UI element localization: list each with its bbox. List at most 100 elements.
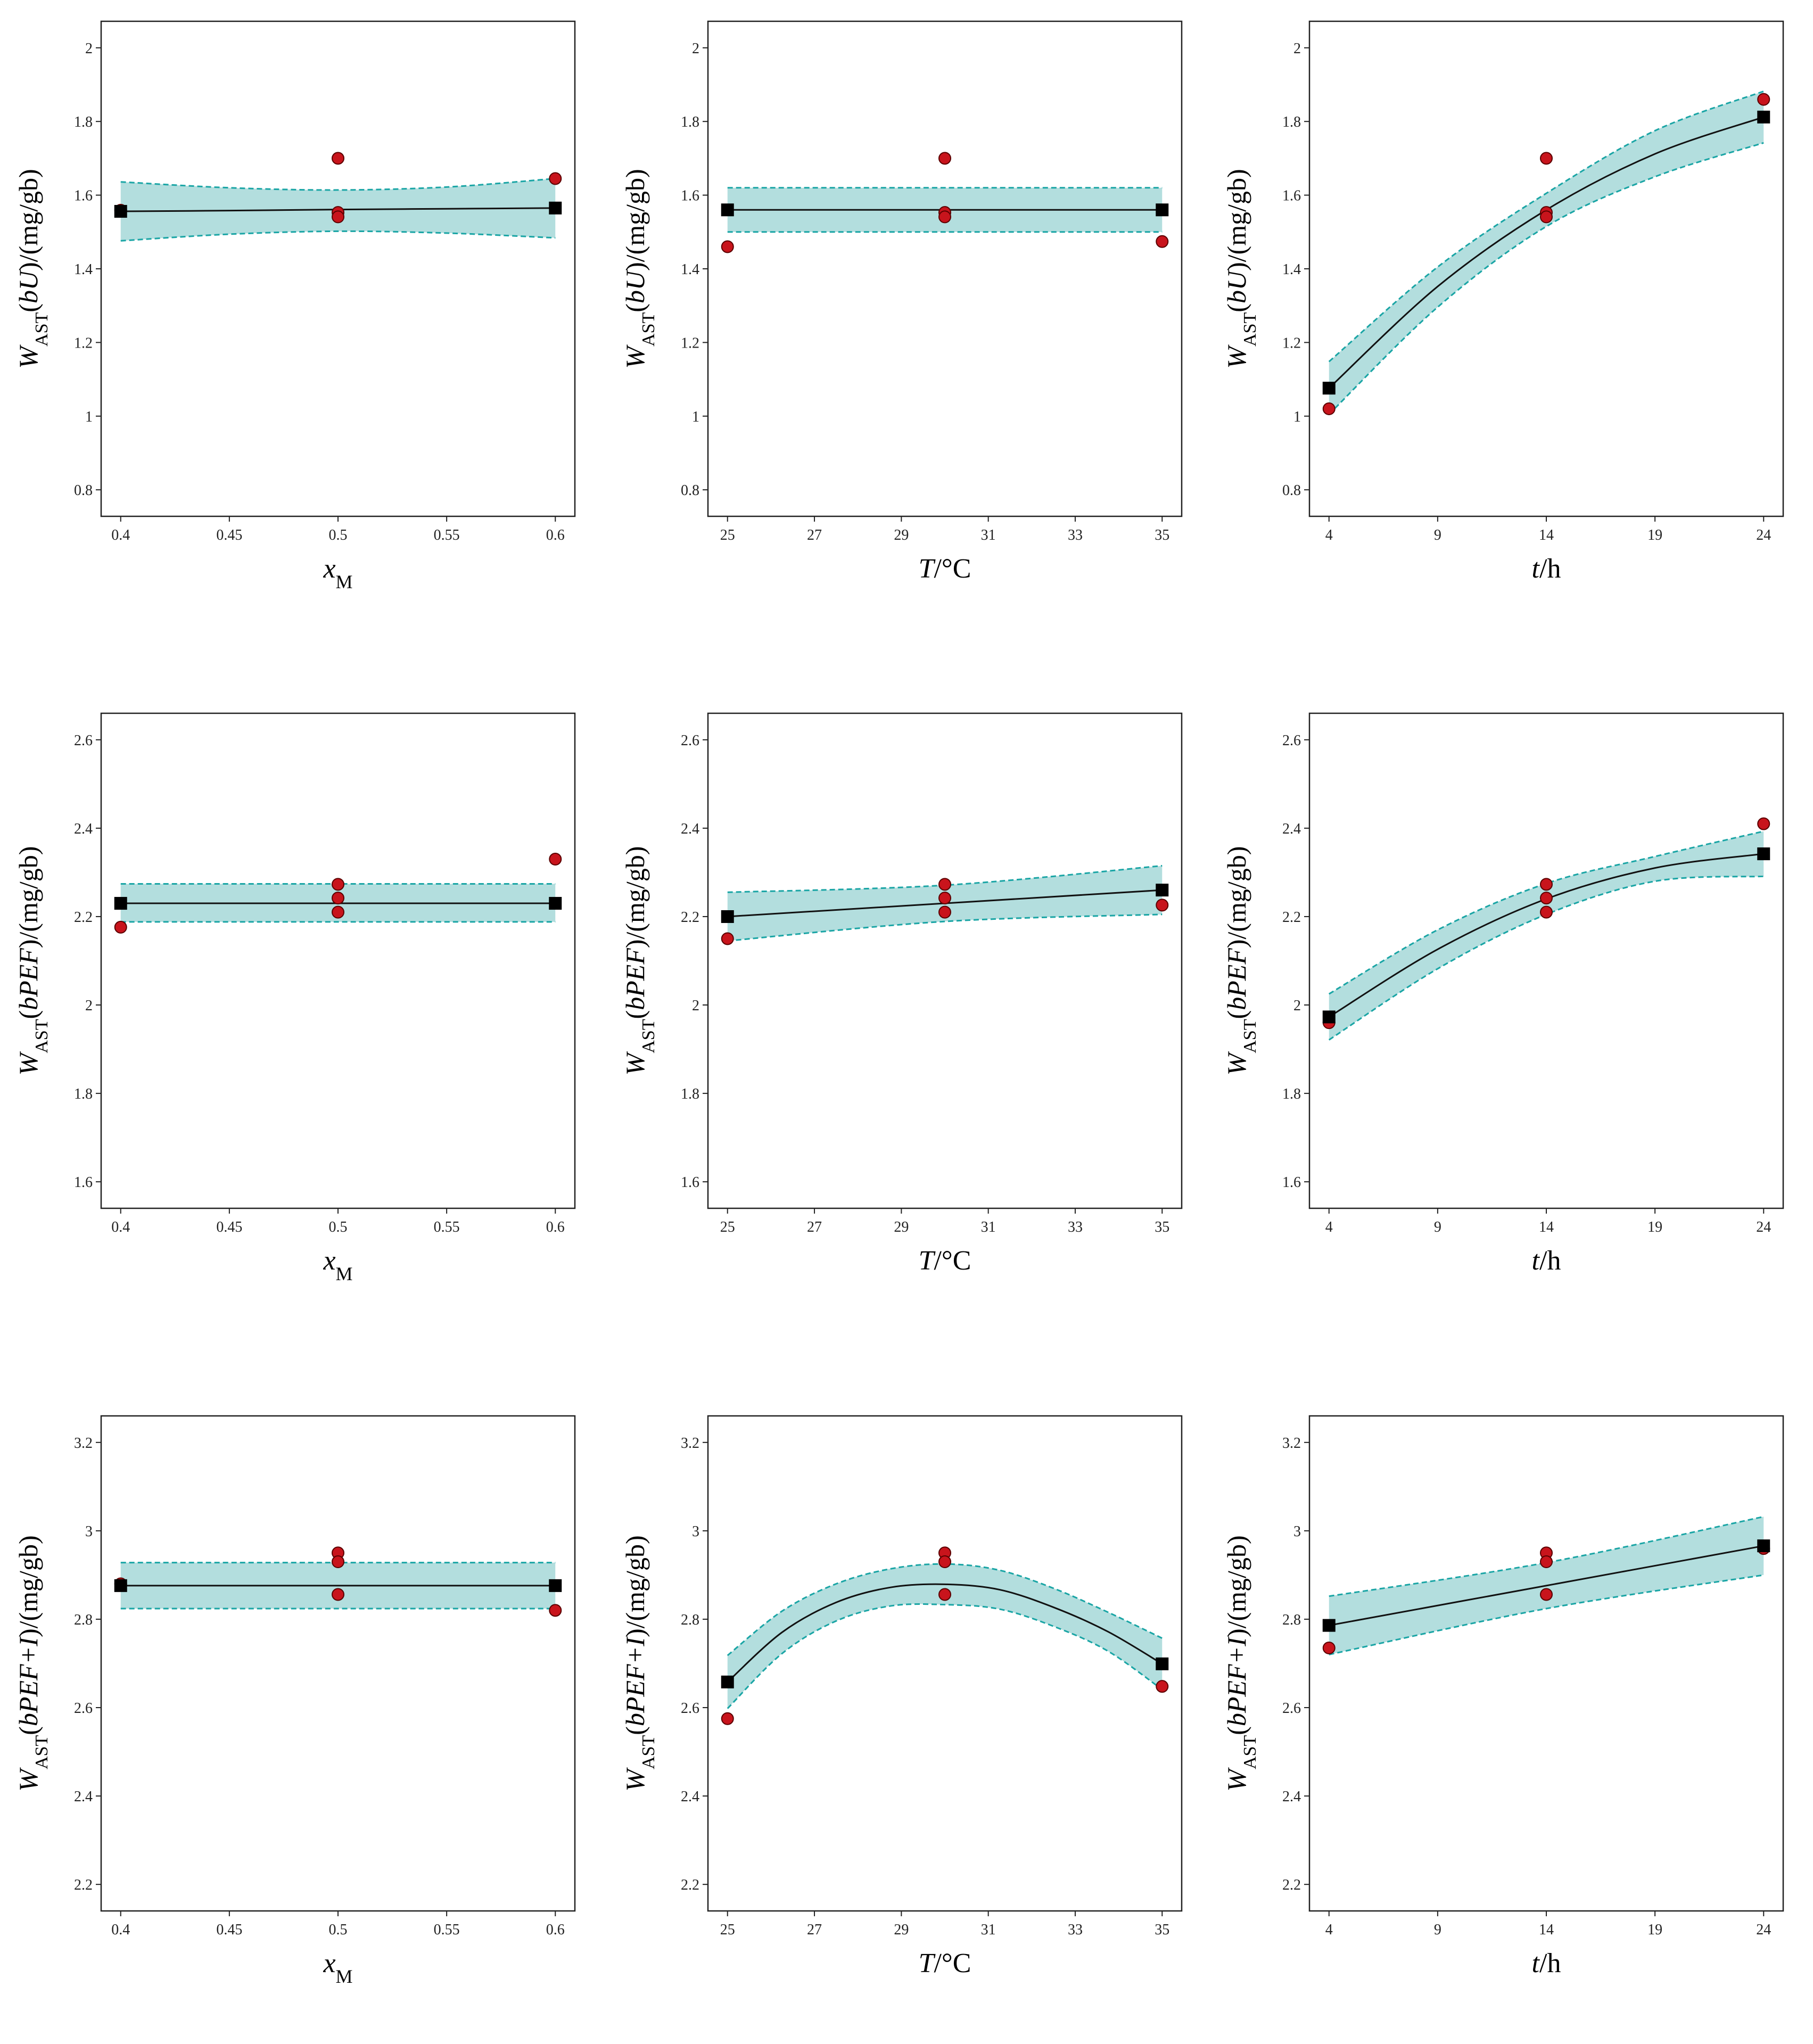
y-tick-label: 3.2: [74, 1435, 93, 1452]
observed-point: [938, 1555, 951, 1569]
observed-point: [1757, 93, 1770, 106]
y-tick-label: 1: [692, 409, 699, 425]
confidence-upper-line: [1329, 1515, 1764, 1597]
observed-point: [938, 210, 951, 224]
panel-r0c0: 0.8 1 1.2 1.4 1.6 1.8 2 0.4 0.45 0.5 0.55 0.6 xM WAST…: [0, 0, 601, 628]
x-tick-label: 29: [894, 527, 909, 543]
plot-frame: [100, 20, 576, 517]
x-axis-label: T/°C: [919, 1948, 971, 1979]
observed-point: [721, 1712, 734, 1725]
x-tick-label: 4: [1325, 527, 1333, 543]
chart-wast-bu-vs-time: 0.811.21.41.61.824 9 14 19 24t/hWAST(bU)/(mg…: [1222, 20, 1784, 584]
y-tick-label: 1.8: [681, 114, 699, 130]
predicted-point: [1757, 110, 1770, 123]
x-tick-label: 9: [1434, 527, 1441, 543]
plot-frame: [707, 712, 1183, 1209]
x-axis-label: xM: [323, 1246, 352, 1284]
y-axis-label: WAST(bU)/(mg/gb): [13, 169, 52, 368]
x-tick-label: 24: [1756, 527, 1771, 543]
y-tick-label: 2.6: [1282, 1700, 1301, 1717]
y-tick-label: 2.2: [681, 909, 699, 926]
y-tick-label: 3.2: [1282, 1435, 1301, 1452]
y-tick-label: 2.4: [74, 821, 93, 837]
y-tick-label: 1.6: [74, 1174, 93, 1191]
fit-line: [1329, 1545, 1764, 1627]
x-tick-label: 31: [981, 527, 996, 543]
y-tick-label: 1.6: [1282, 1174, 1301, 1191]
panel-r2c0: 2.2 2.4 2.6 2.8 3 3.2 0.4 0.45 0.5 0.55 0.6 xM WAST(…: [0, 1395, 601, 2023]
x-tick-label: 25: [720, 1922, 735, 1938]
chart-wast-bpef-vs-xm: 1.6 1.8 2 2.2 2.4 2.6 0.4 0.45 0.5 0.55 0.6 xM WAST(…: [13, 712, 576, 1284]
x-tick-label: 0.6: [546, 1219, 565, 1235]
y-tick-label: 3: [1293, 1523, 1301, 1540]
fit-line: [727, 1583, 1163, 1683]
predicted-point: [721, 203, 734, 217]
y-tick-label: 2.6: [74, 1700, 93, 1717]
observed-point: [1540, 878, 1553, 891]
y-tick-label: 1.4: [681, 261, 699, 278]
y-tick-label: 2.4: [74, 1789, 93, 1805]
observed-point: [938, 152, 951, 165]
y-tick-label: 1.8: [74, 114, 93, 130]
confidence-upper-line: [1328, 830, 1764, 995]
observed-point: [332, 1588, 344, 1601]
observed-point: [1156, 899, 1169, 912]
y-tick-label: 2.8: [1282, 1612, 1301, 1628]
x-tick-label: 33: [1068, 527, 1083, 543]
predicted-point: [1322, 382, 1336, 395]
y-tick-label: 2: [692, 40, 699, 57]
y-tick-label: 2: [85, 40, 93, 57]
x-tick-label: 0.55: [434, 1219, 460, 1235]
y-tick-label: 3: [85, 1523, 93, 1540]
plot-frame: [100, 712, 576, 1209]
x-tick-label: 35: [1155, 527, 1169, 543]
predicted-point: [721, 1675, 734, 1688]
x-tick-label: 0.4: [111, 527, 130, 543]
observed-point: [1156, 235, 1169, 248]
y-axis-label: WAST(bPEF)/(mg/gb): [620, 846, 658, 1076]
y-axis-label: WAST(bU)/(mg/gb): [620, 169, 658, 368]
chart-wast-bpefi-vs-xm: 2.2 2.4 2.6 2.8 3 3.2 0.4 0.45 0.5 0.55 0.6 xM WAST(…: [13, 1415, 576, 1987]
predicted-point: [1156, 1657, 1169, 1670]
x-tick-label: 25: [720, 527, 735, 543]
predicted-point: [114, 897, 127, 910]
x-tick-label: 9: [1434, 1922, 1441, 1938]
y-tick-label: 2.6: [1282, 732, 1301, 749]
y-tick-label: 1: [1293, 409, 1301, 425]
y-tick-label: 1.4: [74, 261, 93, 278]
plot-frame: [1308, 20, 1784, 517]
observed-point: [332, 878, 344, 891]
predicted-point: [549, 1579, 562, 1592]
predicted-point: [1757, 847, 1770, 861]
observed-point: [549, 1604, 562, 1617]
x-tick-label: 27: [807, 1922, 822, 1938]
y-axis-label: WAST(bU)/(mg/gb): [1222, 169, 1260, 368]
confidence-upper-line: [120, 177, 556, 191]
x-axis-label: t/h: [1532, 1246, 1561, 1276]
observed-point: [549, 172, 562, 185]
x-tick-label: 29: [894, 1219, 909, 1235]
x-tick-label: 4: [1325, 1922, 1333, 1938]
y-tick-label: 1: [85, 409, 93, 425]
predicted-point: [1156, 203, 1169, 217]
y-tick-label: 1.6: [681, 1174, 699, 1191]
x-tick-label: 0.55: [434, 527, 460, 543]
observed-point: [1540, 1588, 1553, 1601]
predicted-point: [549, 897, 562, 910]
plot-frame: [1308, 1415, 1784, 1912]
x-tick-label: 0.5: [329, 1922, 348, 1938]
panel-r1c2: 1.6 1.8 2 2.2 2.4 2.6 4 9 14 19 24 t/h WAST(bPEF)/(m…: [1208, 692, 1810, 1320]
observed-point: [1540, 1555, 1553, 1569]
x-tick-label: 14: [1539, 527, 1554, 543]
x-tick-label: 19: [1647, 527, 1662, 543]
y-tick-label: 2: [1293, 998, 1301, 1014]
x-tick-label: 19: [1647, 1219, 1662, 1235]
y-tick-label: 2: [692, 998, 699, 1014]
confidence-lower-line: [727, 1603, 1163, 1709]
panel-r1c0: 1.6 1.8 2 2.2 2.4 2.6 0.4 0.45 0.5 0.55 0.6 xM WAST(…: [0, 692, 601, 1320]
x-axis-label: t/h: [1532, 1948, 1561, 1979]
predicted-point: [549, 201, 562, 215]
observed-point: [114, 920, 127, 934]
confidence-band: [1329, 831, 1764, 1040]
y-tick-label: 2.6: [681, 732, 699, 749]
